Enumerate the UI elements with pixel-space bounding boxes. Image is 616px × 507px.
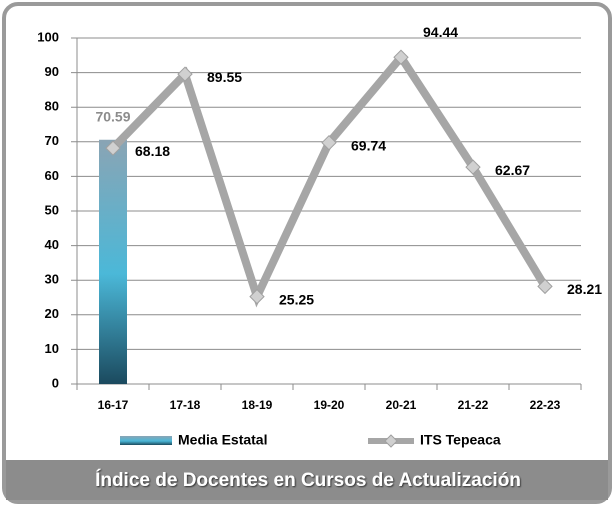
data-label: 62.67 bbox=[495, 162, 530, 178]
x-tick-label: 20-21 bbox=[386, 398, 417, 412]
data-label: 69.74 bbox=[351, 137, 386, 153]
y-tick-label: 10 bbox=[45, 341, 59, 356]
y-tick-label: 100 bbox=[37, 29, 59, 44]
y-tick-label: 20 bbox=[45, 306, 59, 321]
y-tick-label: 40 bbox=[45, 237, 59, 252]
marker bbox=[105, 140, 121, 156]
legend-label: Media Estatal bbox=[178, 432, 267, 448]
data-label: 28.21 bbox=[567, 281, 602, 297]
legend-swatch bbox=[384, 434, 398, 448]
y-tick-label: 60 bbox=[45, 168, 59, 183]
marker bbox=[393, 49, 409, 65]
x-tick-label: 21-22 bbox=[458, 398, 489, 412]
data-label: 25.25 bbox=[279, 291, 314, 307]
marker bbox=[465, 159, 481, 175]
bar bbox=[99, 139, 127, 384]
title-banner bbox=[6, 460, 608, 500]
y-tick-label: 0 bbox=[52, 375, 59, 390]
marker bbox=[321, 134, 337, 151]
y-tick-label: 80 bbox=[45, 99, 59, 114]
y-tick-label: 90 bbox=[45, 64, 59, 79]
data-label: 94.44 bbox=[423, 24, 458, 40]
legend-swatch bbox=[120, 436, 172, 445]
chart-title: Índice de Docentes en Cursos de Actualiz… bbox=[95, 469, 521, 491]
marker bbox=[537, 278, 553, 295]
x-tick-label: 17-18 bbox=[170, 398, 201, 412]
marker bbox=[177, 66, 193, 82]
bar-value-label: 70.59 bbox=[95, 108, 130, 124]
marker bbox=[249, 288, 265, 305]
x-tick-label: 19-20 bbox=[314, 398, 345, 412]
data-label: 89.55 bbox=[207, 69, 242, 85]
y-tick-label: 70 bbox=[45, 133, 59, 148]
y-tick-label: 50 bbox=[45, 202, 59, 217]
x-tick-label: 16-17 bbox=[98, 398, 129, 412]
data-label: 68.18 bbox=[135, 143, 170, 159]
x-tick-label: 22-23 bbox=[530, 398, 561, 412]
x-tick-label: 18-19 bbox=[242, 398, 273, 412]
legend-label: ITS Tepeaca bbox=[420, 432, 501, 448]
y-tick-label: 30 bbox=[45, 272, 59, 287]
